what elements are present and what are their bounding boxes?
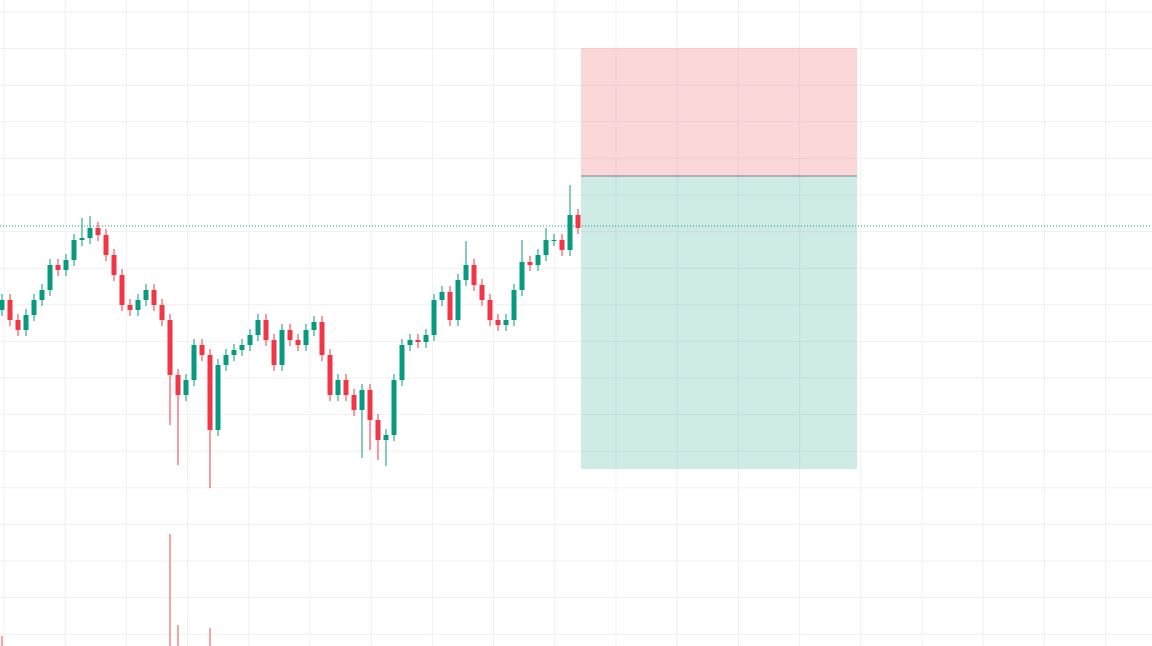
candle-body [463, 265, 469, 280]
candle-body [159, 305, 165, 320]
candle-body [551, 240, 557, 241]
candle-body [279, 330, 285, 365]
candle-body [295, 340, 301, 345]
candle-body [239, 345, 245, 350]
candle-body [351, 395, 357, 410]
candle-body [39, 290, 45, 300]
candle-body [0, 300, 5, 310]
candle-body [535, 255, 541, 265]
candle-body [431, 300, 437, 335]
candle-body [135, 300, 141, 310]
candle-body [423, 335, 429, 342]
candle-body [399, 345, 405, 380]
candle-body [143, 290, 149, 300]
candle-body [327, 355, 333, 395]
candle-body [215, 365, 221, 430]
candle-body [271, 340, 277, 365]
candle-body [519, 262, 525, 290]
candle-body [55, 265, 61, 270]
candle-body [487, 300, 493, 320]
volume-bar [1, 636, 3, 646]
candle-body [127, 305, 133, 310]
candle-body [407, 340, 413, 345]
target-zone [581, 176, 857, 469]
candle-body [47, 265, 53, 290]
candle-body [455, 280, 461, 320]
candle-body [103, 235, 109, 255]
candle-body [439, 292, 445, 300]
candle-body [303, 330, 309, 345]
candle-body [447, 292, 453, 320]
candle-body [287, 330, 293, 340]
volume-bar [169, 534, 171, 646]
candle-body [111, 255, 117, 275]
candle-body [31, 300, 37, 315]
candle-body [255, 320, 261, 335]
candle-body [167, 320, 173, 375]
candle-body [527, 262, 533, 265]
candle-body [175, 375, 181, 395]
candle-body [183, 380, 189, 395]
candle-body [375, 420, 381, 440]
candle-body [7, 300, 13, 320]
candle-body [575, 215, 581, 228]
candle-body [247, 335, 253, 345]
candle-body [231, 350, 237, 355]
candle-body [87, 228, 93, 238]
volume-bar [209, 628, 211, 646]
candle-body [391, 380, 397, 435]
candle-body [79, 238, 85, 240]
candle-body [207, 355, 213, 430]
candle-body [95, 228, 101, 235]
candle-body [23, 315, 29, 330]
candle-body [383, 435, 389, 440]
candle-body [559, 240, 565, 250]
candle-body [223, 355, 229, 365]
candle-body [319, 322, 325, 355]
candle-body [311, 322, 317, 330]
candle-body [191, 345, 197, 380]
candle-body [479, 285, 485, 300]
candle-body [367, 390, 373, 420]
candle-body [503, 320, 509, 325]
candle-body [343, 380, 349, 395]
candle-body [63, 260, 69, 270]
candle-body [71, 240, 77, 260]
candle-body [15, 320, 21, 330]
candle-body [471, 265, 477, 285]
volume-bar [177, 625, 179, 646]
candle-body [543, 240, 549, 255]
candle-body [415, 340, 421, 342]
candle-body [567, 215, 573, 250]
candle-body [119, 275, 125, 305]
candle-body [199, 345, 205, 355]
candle-body [263, 320, 269, 340]
candle-body [511, 290, 517, 320]
candle-body [151, 290, 157, 305]
stop-zone [581, 48, 857, 176]
candle-body [495, 320, 501, 325]
candle-body [335, 380, 341, 395]
candle-body [359, 390, 365, 410]
